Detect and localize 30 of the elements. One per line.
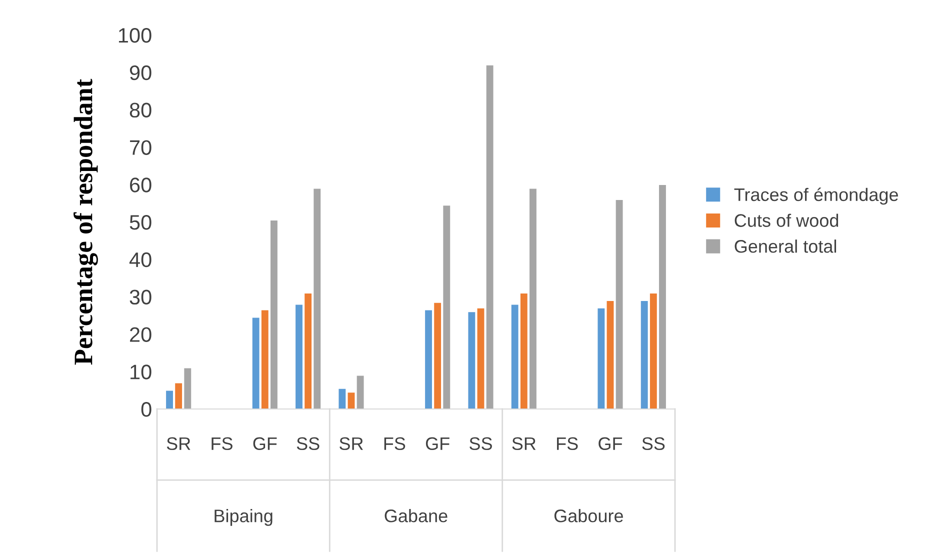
- x-tick-label: SR: [166, 437, 190, 450]
- x-tick-label: SS: [470, 437, 492, 450]
- x-tick-label: FS: [557, 437, 578, 450]
- y-tick-label: 70: [130, 140, 152, 155]
- legend-label: General total: [734, 240, 836, 253]
- legend-label: Cuts of wood: [734, 214, 838, 227]
- x-tick-label: SS: [642, 437, 665, 450]
- y-tick-label: 60: [130, 178, 152, 192]
- x-tick-label: GF: [598, 437, 622, 450]
- y-tick-label: 90: [130, 65, 152, 80]
- text: Bipaing: [214, 509, 272, 526]
- x-tick-label: FS: [212, 437, 232, 450]
- x-tick-label: GF: [426, 437, 450, 450]
- y-axis-title: Percentage of respondant: [74, 78, 98, 365]
- legend-label: Traces of émondage: [734, 188, 898, 205]
- x-tick-label: GF: [253, 437, 277, 450]
- y-tick-label: 50: [130, 215, 152, 230]
- x-tick-label: FS: [384, 437, 406, 450]
- y-tick-label: 80: [130, 102, 152, 118]
- x-tick-label: SR: [512, 437, 536, 450]
- text: Gaboure: [554, 509, 623, 522]
- y-tick-label: 30: [130, 290, 152, 305]
- x-tick-label: SS: [296, 437, 320, 450]
- y-tick-label: 10: [130, 364, 152, 380]
- y-tick-label: 20: [130, 327, 152, 342]
- y-tick-label: 100: [118, 28, 152, 43]
- text: Gabane: [384, 509, 448, 522]
- y-tick-label: 0: [141, 402, 152, 417]
- y-tick-label: 40: [129, 252, 152, 268]
- x-tick-label: SR: [340, 437, 363, 450]
